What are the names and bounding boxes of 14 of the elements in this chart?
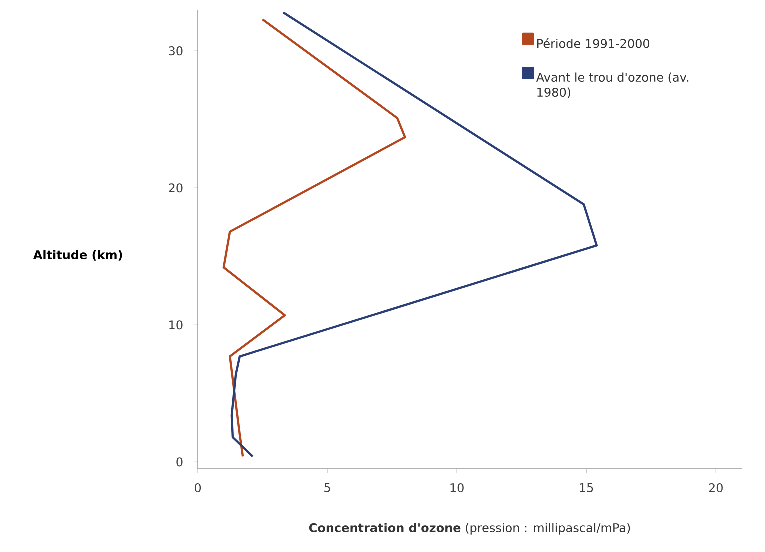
y-tick-label: 20 [169, 184, 183, 193]
x-axis-title: Concentration d'ozone (pression : millipascal/mPa) [309, 523, 630, 535]
x-tick-label: 20 [709, 483, 723, 493]
y-tick-label: 10 [170, 320, 183, 330]
y-tick-label: 30 [169, 46, 183, 56]
y-tick-label: 0 [176, 458, 183, 467]
legend-label: Période 1991-2000 [538, 38, 650, 48]
x-tick-label: 10 [450, 483, 464, 493]
legend-label: Avant le trou d'ozone (av. 1980) [536, 72, 689, 98]
x-tick-label: 0 [194, 483, 202, 493]
x-tick-label: 5 [324, 483, 330, 492]
y-axis-title: Altitude (km) [33, 250, 122, 261]
line-series [222, 18, 406, 458]
x-tick-label: 15 [580, 483, 594, 492]
